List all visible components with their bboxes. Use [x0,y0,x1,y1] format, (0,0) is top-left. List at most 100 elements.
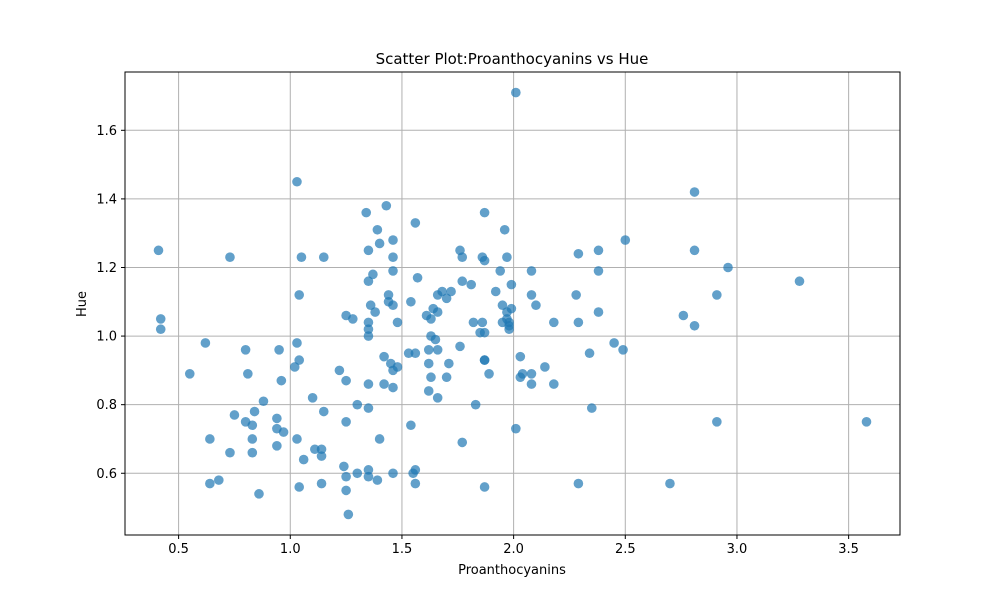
data-point [479,355,490,365]
data-point [363,379,374,389]
x-tick-label: 0.5 [168,542,189,557]
data-point [446,286,456,297]
data-point [794,276,805,287]
data-point [247,434,258,444]
data-point [229,410,240,420]
x-tick-label: 1.0 [280,542,301,557]
data-point [310,444,320,455]
data-point [618,345,628,355]
data-point [549,379,559,389]
data-point [479,255,490,266]
y-tick-label: 0.6 [96,467,117,482]
data-point [515,351,526,362]
data-point [294,482,305,492]
data-point [363,471,374,482]
data-point [430,334,441,345]
data-point [343,509,354,520]
data-point [495,266,506,276]
data-point [531,300,541,311]
data-point [593,245,604,256]
data-point [363,317,374,328]
data-point [432,393,443,403]
x-tick-label: 2.0 [503,542,524,557]
data-point [609,338,619,348]
data-point [278,427,289,437]
y-tick-label: 0.8 [96,398,117,413]
data-point [370,307,380,317]
y-tick-label: 1.4 [96,192,117,207]
data-point [526,290,537,300]
data-point [586,403,597,413]
grid [125,72,900,535]
data-point [205,434,215,444]
x-axis-ticks: 0.5 1.0 1.5 2.0 2.5 3.0 3.5 [168,535,859,557]
data-point [316,444,327,455]
data-point [318,406,329,417]
data-point [511,423,521,434]
data-point [441,372,452,383]
data-point [155,314,166,324]
data-point [620,235,631,245]
data-point [573,478,584,489]
data-point [484,369,494,379]
data-point [352,399,363,410]
data-point [292,338,302,348]
data-point [296,252,307,262]
data-point [225,447,235,458]
data-point [272,441,282,451]
y-tick-label: 1.6 [96,124,117,139]
data-point [479,482,490,492]
data-point [363,245,374,256]
data-point [243,369,253,379]
data-point [441,293,452,304]
y-tick-label: 1.0 [96,330,117,345]
data-point [341,375,351,386]
data-point [410,465,421,475]
data-point [477,317,488,328]
data-point [379,379,389,389]
data-point [374,434,385,444]
data-point [479,327,490,338]
data-point [339,461,349,472]
data-point [254,489,264,499]
data-point [363,403,374,413]
data-point [348,314,358,324]
data-point [274,345,284,355]
data-point [457,437,468,448]
data-point [502,252,512,262]
data-point [388,252,398,262]
data-point [225,252,235,262]
data-point [571,290,581,300]
data-point [352,468,363,479]
data-point [689,320,700,331]
data-point [506,279,517,290]
data-point [432,307,443,317]
data-point [372,475,383,485]
plot-frame [124,71,901,536]
data-point [247,447,258,458]
data-point [549,317,559,328]
data-point [316,451,327,461]
data-point [593,307,604,317]
data-point [341,417,351,427]
data-point [526,369,537,379]
data-point [497,300,508,311]
data-point [723,262,733,273]
data-point [240,345,251,355]
data-point [392,317,403,328]
data-point [457,252,468,262]
data-point [363,331,374,341]
data-point [593,266,604,276]
data-point [861,417,872,427]
data-point [289,362,300,372]
data-point [341,485,351,496]
chart-title: Scatter Plot:Proanthocyanins vs Hue [376,50,649,68]
data-point [298,454,309,465]
data-point [506,303,517,314]
data-point [272,413,282,424]
data-point [689,245,700,256]
data-point [363,276,374,287]
data-point [712,417,722,427]
